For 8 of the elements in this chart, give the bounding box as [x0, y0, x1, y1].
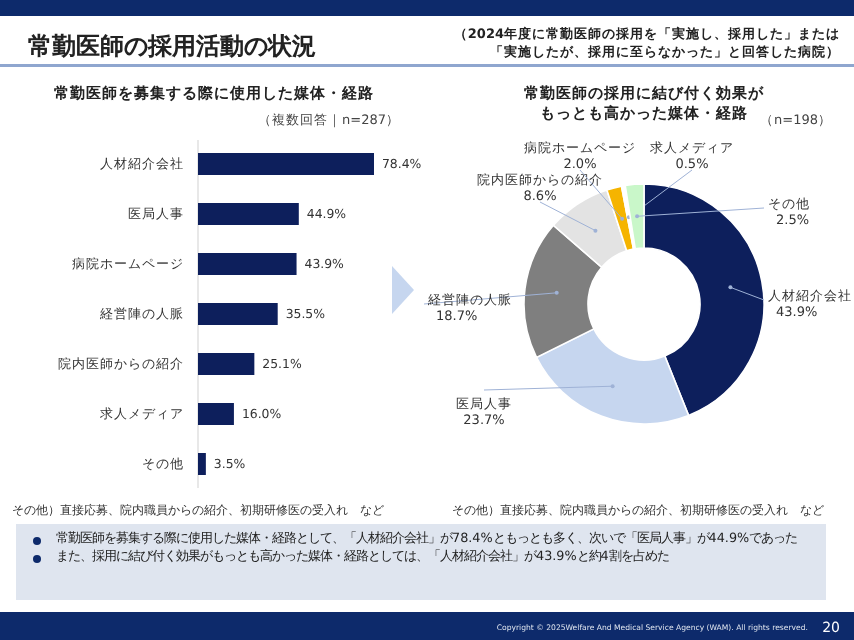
bar — [198, 253, 297, 275]
bar — [198, 453, 206, 475]
bar — [198, 353, 255, 375]
bar — [198, 403, 234, 425]
bar — [198, 153, 374, 175]
bar — [198, 203, 299, 225]
text: 常勤医師の採用活動の状況 — [28, 32, 316, 60]
bar — [198, 303, 278, 325]
